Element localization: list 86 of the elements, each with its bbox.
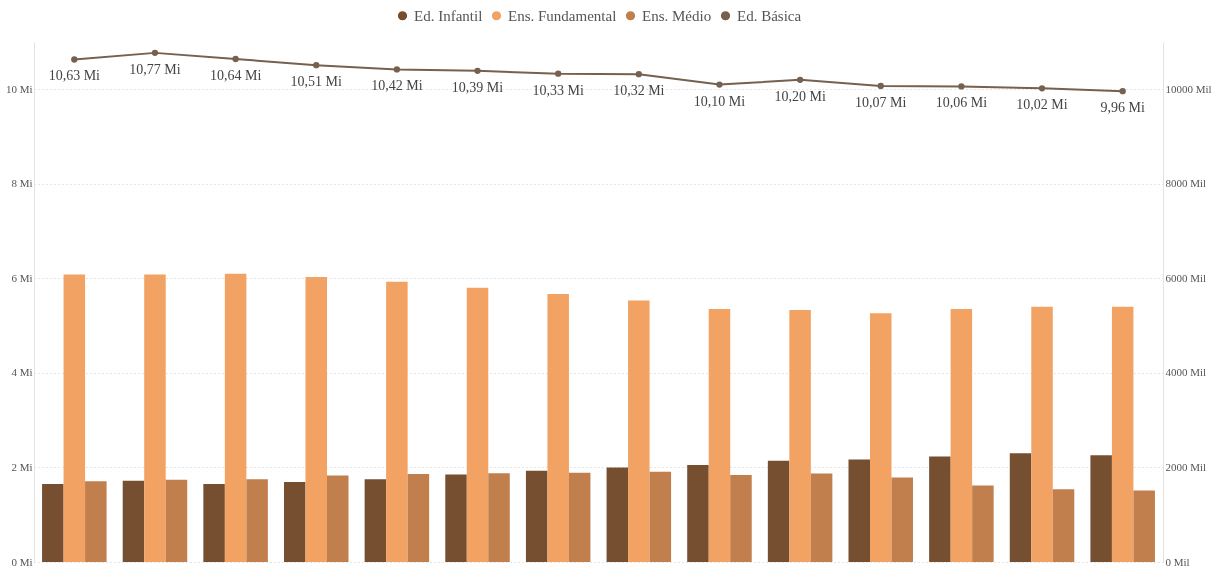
bar <box>730 475 752 562</box>
y-tick-label: 6 Mi <box>11 271 33 284</box>
point <box>1119 88 1126 95</box>
point <box>151 49 159 57</box>
bar <box>547 293 569 562</box>
bar <box>445 474 467 562</box>
bar <box>407 474 430 562</box>
bar <box>364 479 387 562</box>
bar <box>63 274 86 562</box>
bar <box>283 482 306 562</box>
legend-label: Ens. Médio <box>642 7 712 24</box>
bar <box>1031 306 1053 562</box>
bar <box>525 470 548 562</box>
y2-tick-label: 8000 Mil <box>1165 177 1207 190</box>
bar <box>810 473 833 562</box>
data-label: 10,02 Mi <box>1016 97 1068 113</box>
point <box>555 70 562 77</box>
bar <box>649 471 672 562</box>
y-tick-label: 8 Mi <box>11 177 33 190</box>
data-label: 10,39 Mi <box>451 79 504 95</box>
bar <box>1090 455 1112 562</box>
y-tick-label: 2 Mi <box>11 460 33 473</box>
bar <box>224 273 247 562</box>
bar <box>687 465 709 562</box>
data-label: 10,63 Mi <box>48 68 101 84</box>
bar <box>203 484 225 562</box>
point <box>474 67 481 74</box>
data-label: 9,96 Mi <box>1100 100 1145 116</box>
bar <box>929 456 951 562</box>
data-label: 10,33 Mi <box>532 82 584 98</box>
legend-label: Ed. Básica <box>737 7 802 24</box>
bar <box>122 480 145 562</box>
bar <box>466 287 489 562</box>
point <box>716 81 723 88</box>
bar <box>1111 306 1134 562</box>
data-label: 10,64 Mi <box>209 68 262 84</box>
point <box>796 76 804 83</box>
y-tick-label: 10 Mi <box>5 82 33 95</box>
bar <box>1052 489 1075 562</box>
bar <box>972 485 994 562</box>
bar <box>327 475 349 562</box>
bar <box>870 313 892 562</box>
point <box>877 82 884 90</box>
data-label: 10,77 Mi <box>129 61 181 77</box>
bar <box>568 472 591 562</box>
legend-label: Ens. Fundamental <box>508 7 617 24</box>
y2-tick-label: 4000 Mil <box>1165 366 1207 379</box>
bar <box>246 479 268 562</box>
point <box>393 66 401 73</box>
y2-tick-label: 0 Mil <box>1165 555 1190 568</box>
bar <box>1009 453 1032 562</box>
bar <box>144 274 166 562</box>
bar <box>305 276 327 562</box>
point <box>313 62 320 69</box>
bar <box>708 309 731 562</box>
legend-label: Ed. Infantil <box>414 7 483 24</box>
bar <box>767 460 790 562</box>
bar <box>488 473 510 562</box>
bar <box>85 481 107 562</box>
bar <box>891 477 914 562</box>
data-label: 10,51 Mi <box>290 74 343 90</box>
data-label: 10,32 Mi <box>613 83 665 99</box>
bar <box>1133 490 1155 562</box>
data-label: 10,20 Mi <box>774 88 826 104</box>
bar <box>950 309 973 562</box>
bar <box>789 310 811 562</box>
bar <box>606 467 629 562</box>
y-tick-label: 0 Mi <box>11 555 33 568</box>
bar <box>628 300 650 562</box>
point <box>1038 85 1046 92</box>
bar <box>848 459 870 562</box>
point <box>71 56 78 63</box>
data-label: 10,10 Mi <box>693 93 746 109</box>
data-label: 10,42 Mi <box>371 78 423 94</box>
y2-tick-label: 10000 Mil <box>1165 82 1212 95</box>
bar <box>386 281 408 562</box>
point <box>232 55 239 63</box>
point <box>958 83 965 90</box>
y2-tick-label: 2000 Mil <box>1165 460 1207 473</box>
data-label: 10,06 Mi <box>935 95 988 111</box>
point <box>635 70 642 78</box>
bar <box>165 479 188 562</box>
data-label: 10,07 Mi <box>855 94 907 110</box>
y2-tick-label: 6000 Mil <box>1165 271 1207 284</box>
y-tick-label: 4 Mi <box>11 366 33 379</box>
bar <box>42 484 64 562</box>
